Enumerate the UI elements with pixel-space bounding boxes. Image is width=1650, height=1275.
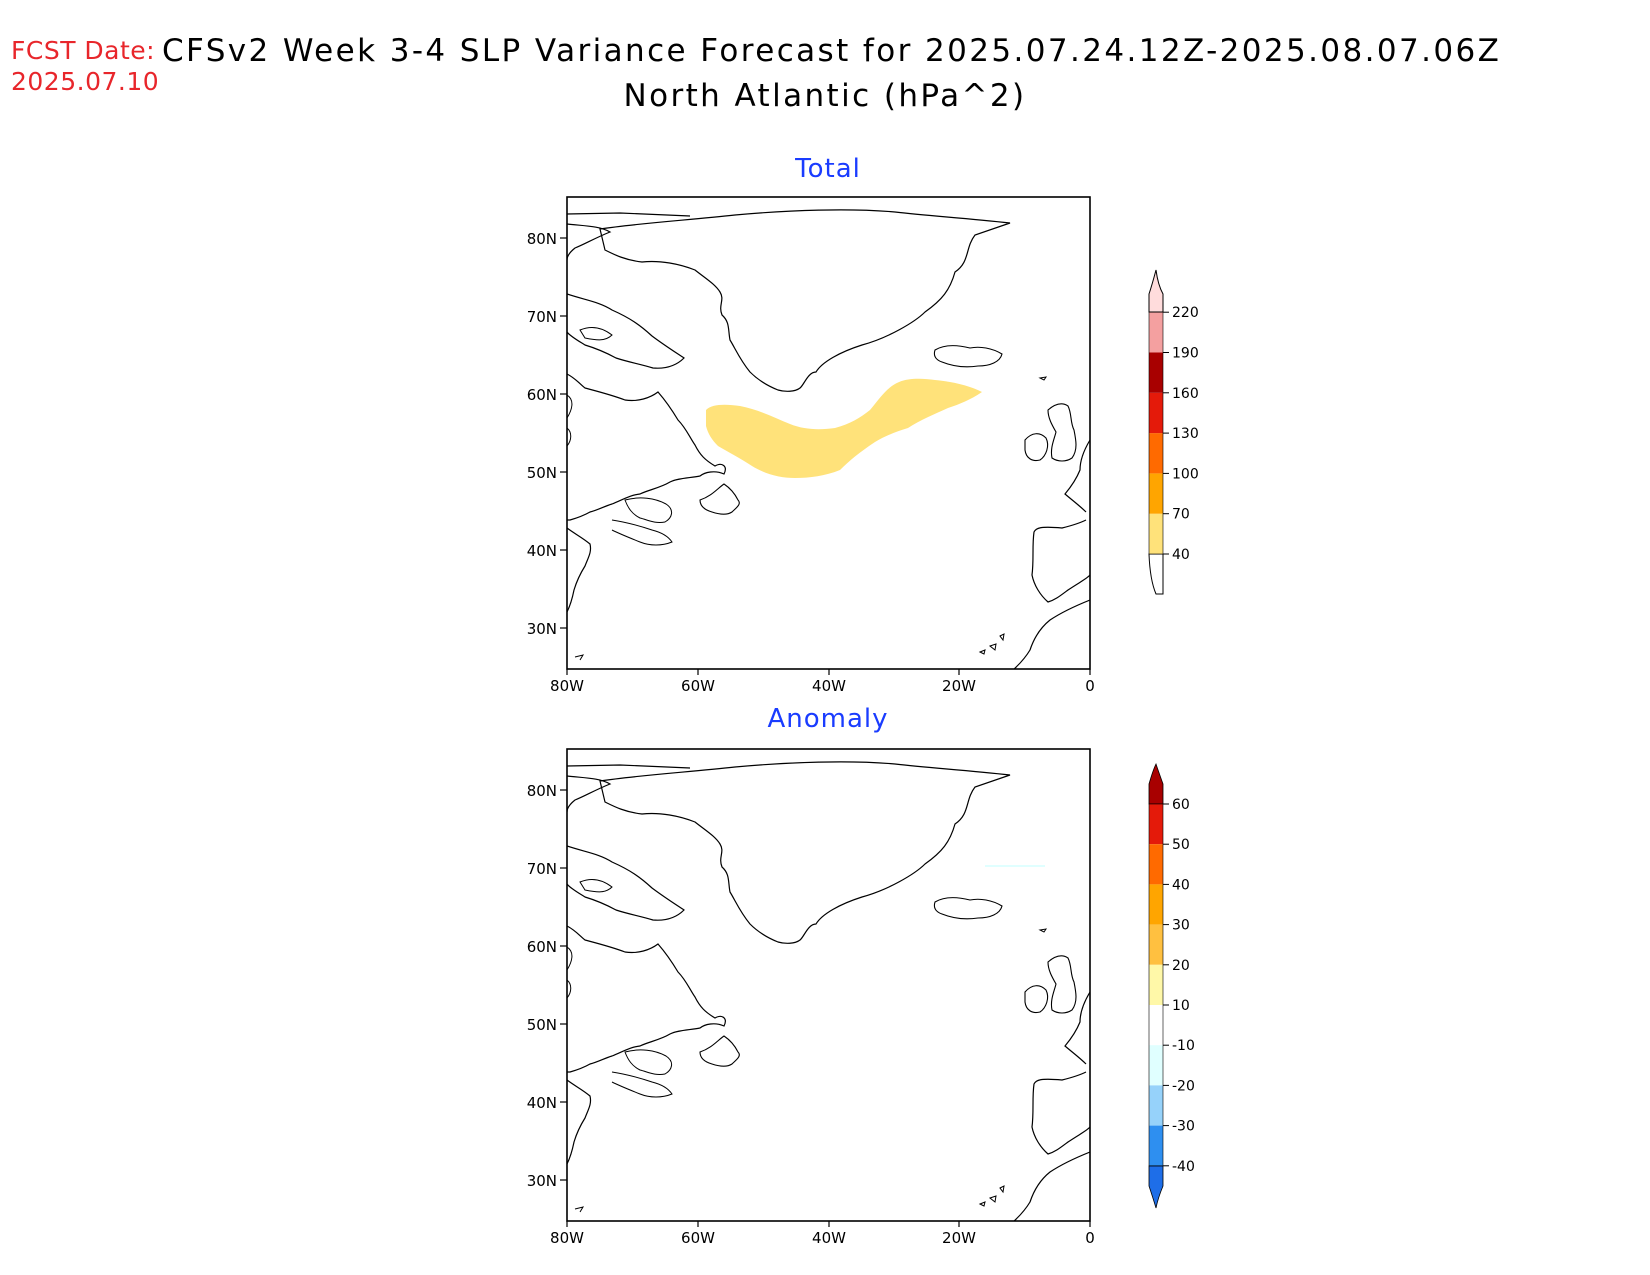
lat-tick-label: 30N <box>527 1172 557 1190</box>
lat-tick-label: 40N <box>527 1094 557 1112</box>
colorbar-swatch <box>1149 964 1163 1005</box>
colorbar-swatch <box>1149 1005 1163 1046</box>
colorbar-low-arrow <box>1148 553 1164 595</box>
lon-tick-label: 60W <box>681 1229 715 1247</box>
colorbar-label: 60 <box>1172 797 1190 813</box>
colorbar-swatch <box>1149 844 1163 885</box>
map-subtitle: North Atlantic (hPa^2) <box>623 78 1027 114</box>
colorbar-label: 190 <box>1172 346 1199 362</box>
anomaly-map-panel: 80N 70N 60N 50N 40N 30N 80W 60W 40W 20W … <box>527 748 1095 1247</box>
colorbar-swatch <box>1149 473 1163 514</box>
lon-tick-label: 80W <box>550 1229 584 1247</box>
colorbar-high-arrow <box>1148 269 1164 313</box>
colorbar-label: -20 <box>1172 1078 1195 1094</box>
colorbar-label: -10 <box>1172 1038 1195 1054</box>
colorbar-label: 30 <box>1172 918 1190 934</box>
colorbar-swatch <box>1149 513 1163 554</box>
colorbar-swatch <box>1149 433 1163 474</box>
lat-tick-label: 50N <box>527 1016 557 1034</box>
colorbar-swatch <box>1149 884 1163 925</box>
lat-tick-label: 60N <box>527 386 557 404</box>
lat-tick-label: 50N <box>527 464 557 482</box>
colorbar-label: 50 <box>1172 837 1190 853</box>
lat-tick-label: 40N <box>527 542 557 560</box>
colorbar-swatch <box>1149 1045 1163 1086</box>
total-panel-title: Total <box>795 154 861 184</box>
lon-tick-label: 0 <box>1085 1229 1095 1247</box>
colorbar-swatch <box>1149 924 1163 965</box>
colorbar-label: 70 <box>1172 507 1190 523</box>
colorbar-label: 130 <box>1172 426 1199 442</box>
colorbar-label: 160 <box>1172 386 1199 402</box>
total-colorbar: 40 70 100 130 160 190 220 <box>1148 269 1199 595</box>
colorbar-swatch <box>1149 312 1163 353</box>
colorbar-label: 20 <box>1172 958 1190 974</box>
lon-tick-label: 40W <box>812 677 846 695</box>
lat-tick-label: 70N <box>527 860 557 878</box>
colorbar-low-arrow <box>1148 1165 1164 1209</box>
colorbar-label: -30 <box>1172 1119 1195 1135</box>
colorbar-label: 10 <box>1172 998 1190 1014</box>
colorbar-label: 100 <box>1172 466 1199 482</box>
colorbar-swatch <box>1149 1125 1163 1166</box>
colorbar-label: 220 <box>1172 305 1199 321</box>
anomaly-map-frame <box>566 748 1091 1222</box>
colorbar-swatch <box>1149 352 1163 393</box>
colorbar-swatch <box>1149 804 1163 845</box>
map-title: CFSv2 Week 3-4 SLP Variance Forecast for… <box>162 33 1502 69</box>
lon-tick-label: 20W <box>942 1229 976 1247</box>
lat-tick-label: 30N <box>527 620 557 638</box>
lon-tick-label: 0 <box>1085 677 1095 695</box>
colorbar-label: -40 <box>1172 1159 1195 1175</box>
forecast-date-label: FCST Date: <box>11 36 156 65</box>
total-map-panel: 80N 70N 60N 50N 40N 30N 80W 60W 40W 20W … <box>527 196 1095 695</box>
colorbar-high-arrow <box>1148 762 1164 805</box>
lon-tick-label: 40W <box>812 1229 846 1247</box>
colorbar-swatch <box>1149 392 1163 434</box>
total-variance-shading <box>706 378 982 478</box>
forecast-date-value: 2025.07.10 <box>11 67 160 96</box>
lon-tick-label: 80W <box>550 677 584 695</box>
lat-tick-label: 80N <box>527 782 557 800</box>
anomaly-colorbar: 60 50 40 30 20 10 -10 -20 -30 -40 <box>1148 762 1195 1209</box>
lat-tick-label: 70N <box>527 308 557 326</box>
lon-tick-label: 20W <box>942 677 976 695</box>
colorbar-label: 40 <box>1172 877 1190 893</box>
colorbar-swatch <box>1149 1085 1163 1126</box>
lat-tick-label: 80N <box>527 230 557 248</box>
lon-tick-label: 60W <box>681 677 715 695</box>
anomaly-panel-title: Anomaly <box>767 704 889 734</box>
lat-tick-label: 60N <box>527 938 557 956</box>
colorbar-label: 40 <box>1172 547 1190 563</box>
